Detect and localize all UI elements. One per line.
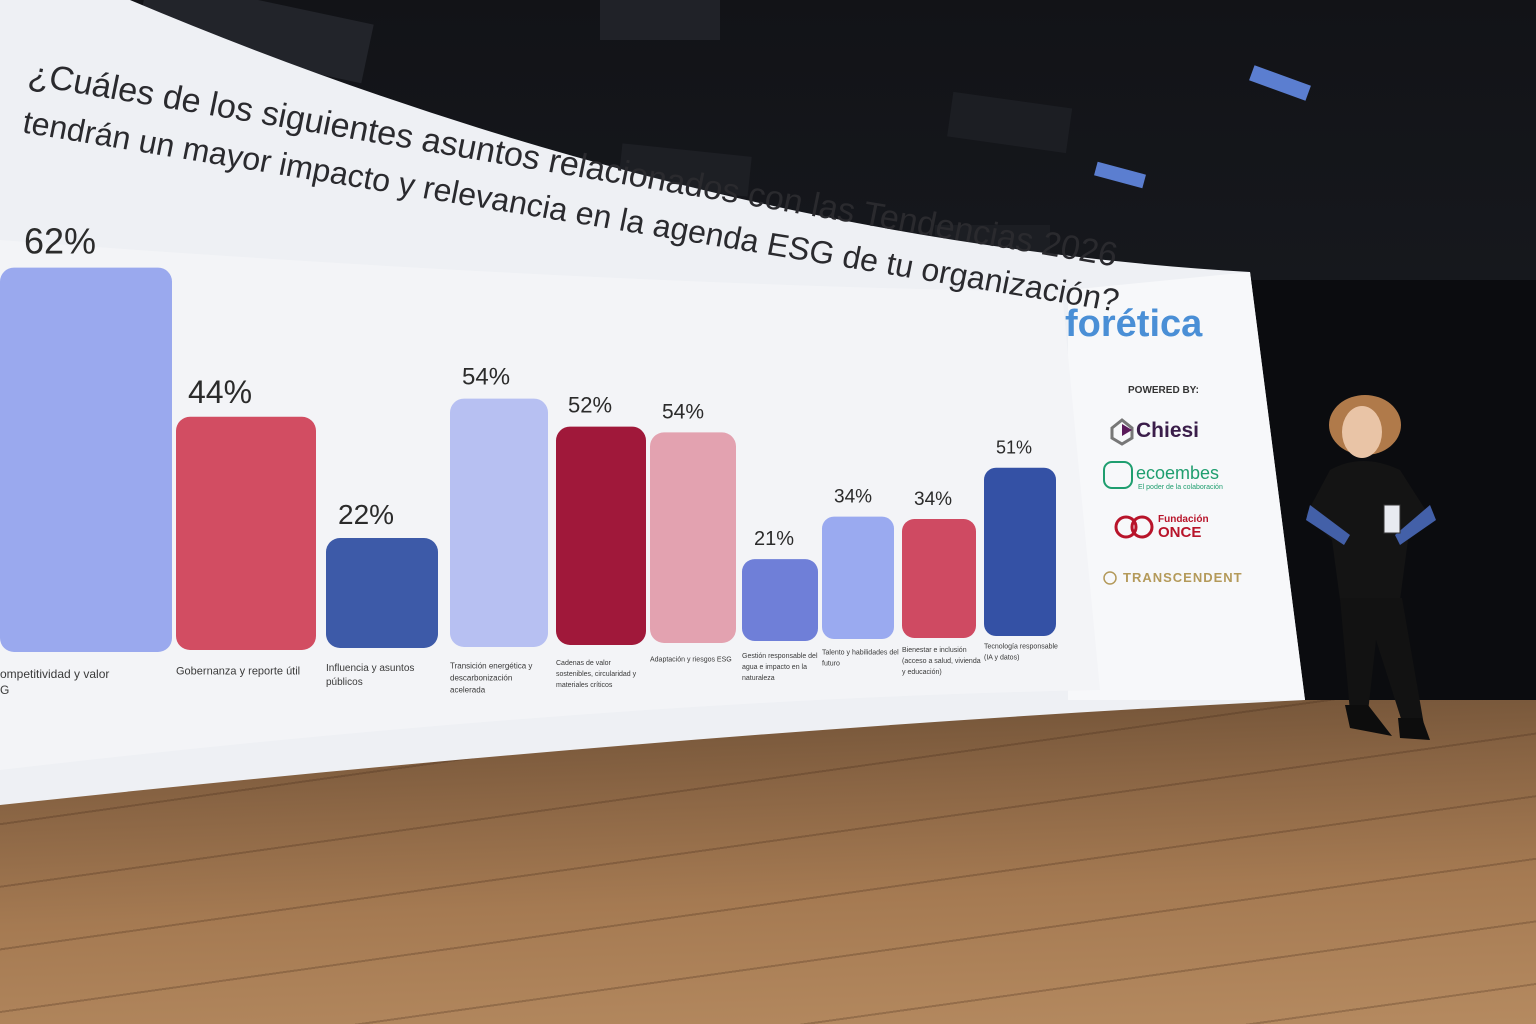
value-label-2: 44% bbox=[188, 374, 252, 410]
chiesi-name: Chiesi bbox=[1136, 419, 1199, 442]
bar-1 bbox=[0, 267, 172, 652]
value-label-3: 22% bbox=[338, 499, 394, 530]
category-label-5-line-1: Cadenas de valor bbox=[556, 660, 612, 667]
bar-3 bbox=[326, 538, 438, 648]
category-label-4-line-2: descarbonización bbox=[450, 674, 512, 683]
category-label-7-line-2: agua e impacto en la bbox=[742, 664, 807, 671]
bar-8 bbox=[822, 516, 894, 639]
value-label-6: 54% bbox=[662, 400, 704, 423]
bar-9 bbox=[902, 519, 976, 638]
value-label-7: 21% bbox=[754, 528, 794, 550]
once-line1: Fundación bbox=[1158, 514, 1209, 525]
bar-4 bbox=[450, 398, 548, 647]
fundacion-once-logo: Fundación ONCE bbox=[1114, 514, 1209, 541]
value-label-5: 52% bbox=[568, 393, 612, 418]
bar-7 bbox=[742, 559, 818, 641]
category-label-7-line-3: naturaleza bbox=[742, 675, 775, 682]
category-label-10-line-2: (IA y datos) bbox=[984, 655, 1019, 662]
category-label-4-line-3: acelerada bbox=[450, 686, 486, 695]
category-label-5-line-2: sostenibles, circularidad y bbox=[556, 671, 637, 678]
category-label-3-line-1: Influencia y asuntos bbox=[326, 663, 414, 674]
ecoembes-logo: ecoembes El poder de la colaboración bbox=[1103, 461, 1223, 491]
category-label-8-line-2: futuro bbox=[822, 661, 840, 668]
ecoembes-name: ecoembes bbox=[1136, 463, 1219, 483]
category-label-5-line-3: materiales críticos bbox=[556, 682, 613, 689]
bar-10 bbox=[984, 467, 1056, 636]
transcendent-name: TRANSCENDENT bbox=[1123, 570, 1243, 585]
ceiling-lights bbox=[136, 0, 1311, 253]
ecoembes-tagline: El poder de la colaboración bbox=[1138, 484, 1223, 491]
category-label-6-line-1: Adaptación y riesgos ESG bbox=[650, 657, 732, 664]
value-label-4: 54% bbox=[462, 364, 510, 391]
category-label-2-line-1: Gobernanza y reporte útil bbox=[176, 666, 300, 678]
once-line2: ONCE bbox=[1158, 524, 1201, 541]
bar-5 bbox=[556, 426, 646, 645]
speaker-figure bbox=[1306, 395, 1436, 740]
value-label-1: 62% bbox=[24, 221, 96, 262]
category-label-4-line-1: Transición energética y bbox=[450, 662, 532, 671]
category-label-10-line-1: Tecnología responsable bbox=[984, 644, 1058, 651]
powered-by-label: POWERED BY: bbox=[1128, 385, 1199, 396]
category-label-1-line-2: G bbox=[0, 683, 9, 697]
category-label-1-line-1: ompetitividad y valor bbox=[0, 667, 109, 681]
bar-2 bbox=[176, 416, 316, 650]
bar-6 bbox=[650, 432, 736, 643]
category-labels: ompetitividad y valor G Gobernanza y repor… bbox=[0, 644, 1058, 698]
category-label-8-line-1: Talento y habilidades del bbox=[822, 650, 899, 657]
value-labels: 62% 44% 22% 54% 52% 54% 21% 34% 34% 51% bbox=[24, 221, 1032, 550]
category-label-3-line-2: públicos bbox=[326, 677, 363, 688]
foretica-logo: forética bbox=[1065, 303, 1203, 345]
sponsor-panel bbox=[1068, 272, 1305, 700]
transcendent-logo: TRANSCENDENT bbox=[1103, 570, 1243, 585]
category-label-9-line-3: y educación) bbox=[902, 669, 942, 676]
value-label-10: 51% bbox=[996, 438, 1032, 458]
bar-chart bbox=[0, 267, 1056, 652]
category-label-9-line-1: Bienestar e inclusión bbox=[902, 647, 967, 654]
value-label-9: 34% bbox=[914, 489, 952, 510]
category-label-7-line-1: Gestión responsable del bbox=[742, 653, 818, 660]
chiesi-logo: Chiesi bbox=[1110, 418, 1199, 446]
value-label-8: 34% bbox=[834, 487, 872, 508]
category-label-9-line-2: (acceso a salud, vivienda bbox=[902, 658, 981, 665]
